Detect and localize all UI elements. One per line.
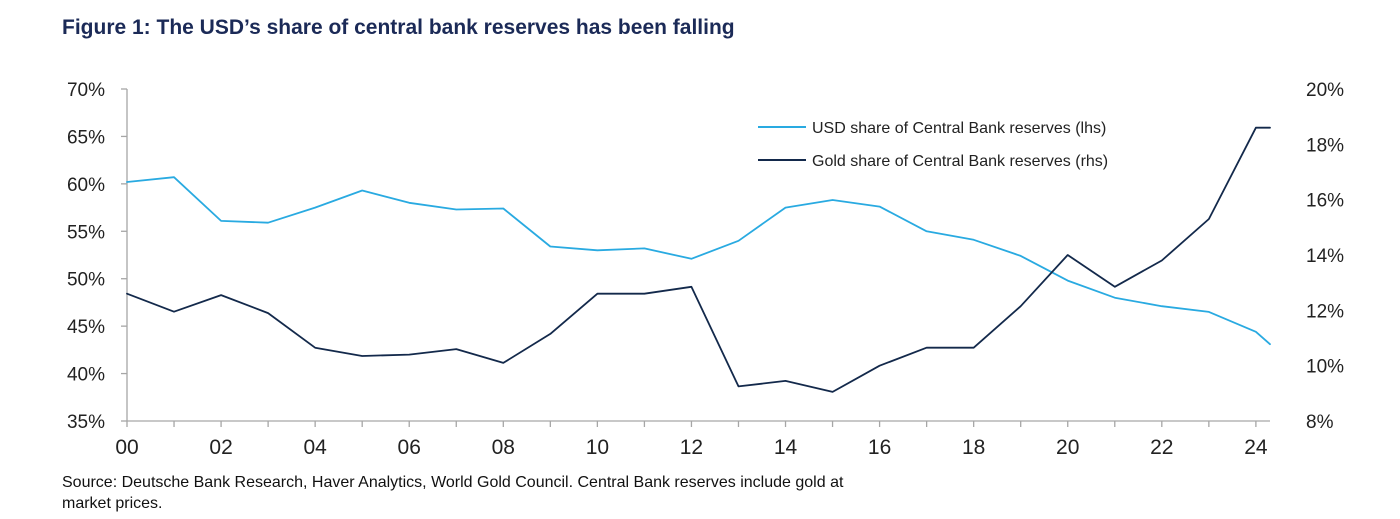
x-tick-label: 16 xyxy=(868,436,891,459)
y-right-tick-label: 16% xyxy=(1306,191,1344,212)
x-tick-label: 18 xyxy=(962,436,985,459)
y-right-tick-label: 10% xyxy=(1306,357,1344,378)
legend: USD share of Central Bank reserves (lhs)… xyxy=(758,120,1108,170)
y-right-tick-label: 20% xyxy=(1306,80,1344,101)
line-chart: 35% 40% 45% 50% 55% 60% 65% 70% 8% 10% 12% 14% 16% 18… xyxy=(67,80,1344,459)
y-left-tick-label: 55% xyxy=(67,222,105,243)
x-tick-label: 12 xyxy=(680,436,703,459)
x-tick-label: 02 xyxy=(209,436,232,459)
source-note: Source: Deutsche Bank Research, Haver An… xyxy=(62,474,844,512)
y-right-tick-label: 12% xyxy=(1306,301,1344,322)
usd-share-line xyxy=(126,176,1271,346)
series-layer xyxy=(126,126,1271,393)
x-tick-label: 06 xyxy=(398,436,421,459)
chart-title: Figure 1: The USD’s share of central ban… xyxy=(62,16,735,39)
x-tick-label: 08 xyxy=(492,436,515,459)
y-right-tick-label: 8% xyxy=(1306,412,1334,433)
axes-group: 35% 40% 45% 50% 55% 60% 65% 70% 8% 10% 12% 14% 16% 18… xyxy=(67,80,1344,459)
y-left-tick-label: 65% xyxy=(67,127,105,148)
x-tick-label: 00 xyxy=(115,436,138,459)
legend-item-gold-label: Gold share of Central Bank reserves (rhs… xyxy=(812,153,1108,170)
x-tick-label: 22 xyxy=(1150,436,1173,459)
x-tick-label: 10 xyxy=(586,436,609,459)
y-left-tick-label: 35% xyxy=(67,412,105,433)
y-left-tick-label: 60% xyxy=(67,175,105,196)
legend-item-usd-label: USD share of Central Bank reserves (lhs) xyxy=(812,120,1106,137)
y-left-tick-label: 70% xyxy=(67,80,105,101)
x-tick-label: 14 xyxy=(774,436,798,459)
y-right-tick-label: 14% xyxy=(1306,246,1344,267)
y-right-tick-label: 18% xyxy=(1306,135,1344,156)
y-left-tick-label: 50% xyxy=(67,270,105,291)
gold-share-line xyxy=(126,126,1271,393)
x-tick-label: 24 xyxy=(1244,436,1268,459)
y-left-tick-label: 40% xyxy=(67,365,105,386)
x-tick-label: 04 xyxy=(303,436,327,459)
x-tick-label: 20 xyxy=(1056,436,1079,459)
y-left-tick-label: 45% xyxy=(67,317,105,338)
